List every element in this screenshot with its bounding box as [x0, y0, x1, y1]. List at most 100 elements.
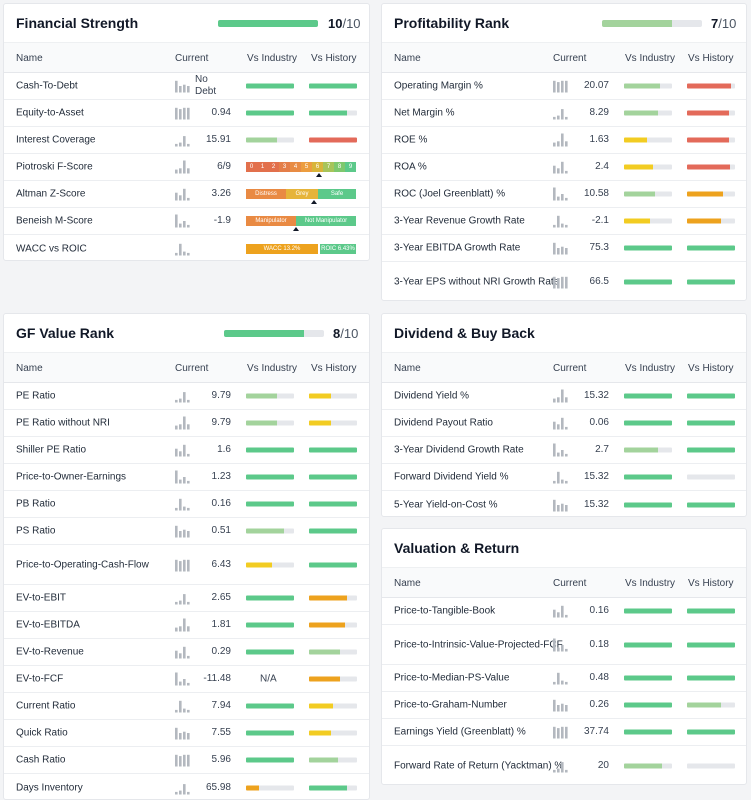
- score-cell: 6: [312, 162, 323, 172]
- metric-name[interactable]: EV-to-FCF: [16, 673, 64, 685]
- metric-name[interactable]: PB Ratio: [16, 498, 56, 510]
- metric-name[interactable]: Cash Ratio: [16, 754, 66, 766]
- sparkline-icon[interactable]: [175, 592, 191, 605]
- sparkline-icon[interactable]: [175, 188, 191, 201]
- metric-name[interactable]: EV-to-EBITDA: [16, 619, 80, 631]
- metric-name[interactable]: EV-to-EBIT: [16, 592, 67, 604]
- card-title[interactable]: GF Value Rank: [16, 325, 115, 341]
- metric-name[interactable]: Net Margin %: [394, 107, 455, 119]
- sparkline-icon[interactable]: [175, 558, 191, 571]
- metric-name[interactable]: ROA %: [394, 161, 427, 173]
- metric-name[interactable]: Forward Dividend Yield %: [394, 471, 509, 483]
- industry-bar: [246, 447, 294, 453]
- metric-name[interactable]: Beneish M-Score: [16, 215, 93, 227]
- metric-name[interactable]: Earnings Yield (Greenblatt) %: [394, 726, 526, 738]
- metric-name[interactable]: ROC (Joel Greenblatt) %: [394, 188, 506, 200]
- sparkline-icon[interactable]: [175, 390, 191, 403]
- sparkline-bar: [557, 424, 560, 430]
- sparkline-icon[interactable]: [553, 699, 569, 712]
- sparkline-icon[interactable]: [175, 700, 191, 713]
- metric-name[interactable]: Quick Ratio: [16, 727, 68, 739]
- industry-na: N/A: [260, 673, 277, 685]
- card-title[interactable]: Dividend & Buy Back: [394, 325, 535, 341]
- metric-name[interactable]: Price-to-Tangible-Book: [394, 605, 496, 617]
- sparkline-icon[interactable]: [175, 618, 191, 632]
- metric-name[interactable]: Price-to-Owner-Earnings: [16, 471, 127, 483]
- metric-name[interactable]: Shiller PE Ratio: [16, 444, 87, 456]
- sparkline-icon[interactable]: [553, 187, 569, 201]
- metric-name[interactable]: 3-Year Revenue Growth Rate: [394, 215, 525, 227]
- sparkline-icon[interactable]: [553, 443, 569, 457]
- metric-name[interactable]: Dividend Yield %: [394, 390, 470, 402]
- metric-name[interactable]: Current Ratio: [16, 700, 76, 712]
- sparkline-icon[interactable]: [175, 444, 191, 457]
- sparkline-icon[interactable]: [175, 525, 191, 538]
- metric-name[interactable]: WACC vs ROIC: [16, 243, 87, 254]
- metric-name[interactable]: Price-to-Intrinsic-Value-Projected-FCF: [394, 639, 563, 650]
- industry-bar-fill: [624, 164, 653, 170]
- sparkline-icon[interactable]: [175, 242, 191, 255]
- sparkline-icon[interactable]: [553, 471, 569, 484]
- sparkline-icon[interactable]: [553, 760, 569, 773]
- sparkline-bar: [183, 107, 186, 120]
- metric-name[interactable]: Equity-to-Asset: [16, 107, 84, 119]
- sparkline-icon[interactable]: [553, 638, 569, 651]
- sparkline-icon[interactable]: [175, 727, 191, 740]
- metric-name[interactable]: ROE %: [394, 134, 428, 146]
- sparkline-icon[interactable]: [553, 498, 569, 511]
- sparkline-icon[interactable]: [175, 672, 191, 686]
- history-bar: [309, 137, 357, 143]
- sparkline-icon[interactable]: [175, 498, 191, 511]
- metric-name[interactable]: Interest Coverage: [16, 134, 96, 146]
- sparkline-icon[interactable]: [553, 215, 569, 228]
- sparkline-icon[interactable]: [175, 107, 191, 120]
- metric-name[interactable]: EV-to-Revenue: [16, 646, 84, 658]
- metric-name[interactable]: Cash-To-Debt: [16, 80, 78, 92]
- metric-name[interactable]: Price-to-Graham-Number: [394, 699, 507, 711]
- metric-name[interactable]: PE Ratio without NRI: [16, 417, 110, 429]
- card-title[interactable]: Financial Strength: [16, 15, 139, 31]
- metric-name[interactable]: Piotroski F-Score: [16, 161, 93, 173]
- sparkline-icon[interactable]: [175, 160, 191, 174]
- metric-name[interactable]: Altman Z-Score: [16, 188, 86, 200]
- metric-name[interactable]: Forward Rate of Return (Yacktman) %: [394, 760, 564, 772]
- sparkline-icon[interactable]: [175, 754, 191, 767]
- sparkline-icon[interactable]: [553, 107, 569, 120]
- metric-name[interactable]: 5-Year Yield-on-Cost %: [394, 499, 498, 510]
- metric-name[interactable]: PE Ratio: [16, 390, 56, 402]
- table-row: 3-Year Dividend Growth Rate 2.7: [382, 437, 746, 464]
- sparkline-icon[interactable]: [175, 214, 191, 228]
- industry-bar: [624, 447, 672, 453]
- sparkline-icon[interactable]: [553, 133, 569, 147]
- sparkline-icon[interactable]: [553, 276, 569, 289]
- sparkline-icon[interactable]: [175, 134, 191, 147]
- metric-name[interactable]: Dividend Payout Ratio: [394, 417, 493, 429]
- metric-name[interactable]: 3-Year Dividend Growth Rate: [394, 444, 524, 456]
- history-bar-fill: [687, 110, 730, 116]
- sparkline-icon[interactable]: [175, 416, 191, 430]
- sparkline-bar: [187, 224, 190, 228]
- sparkline-icon[interactable]: [175, 470, 191, 484]
- metric-name[interactable]: Days Inventory: [16, 782, 83, 793]
- sparkline-icon[interactable]: [553, 242, 569, 255]
- metric-name[interactable]: 3-Year EPS without NRI Growth Rate: [394, 276, 560, 288]
- sparkline-icon[interactable]: [175, 80, 191, 93]
- card-title[interactable]: Profitability Rank: [394, 15, 510, 31]
- metric-name[interactable]: Price-to-Median-PS-Value: [394, 672, 510, 684]
- sparkline-icon[interactable]: [175, 646, 191, 659]
- metric-name[interactable]: PS Ratio: [16, 525, 56, 537]
- sparkline-icon[interactable]: [175, 781, 191, 794]
- sparkline-icon[interactable]: [553, 417, 569, 430]
- sparkline-icon[interactable]: [553, 80, 569, 93]
- sparkline-icon[interactable]: [553, 161, 569, 174]
- sparkline-icon[interactable]: [553, 672, 569, 685]
- sparkline-icon[interactable]: [553, 389, 569, 403]
- sparkline-icon[interactable]: [553, 605, 569, 618]
- metric-name[interactable]: Price-to-Operating-Cash-Flow: [16, 559, 149, 570]
- metric-name[interactable]: Operating Margin %: [394, 80, 483, 92]
- metric-name[interactable]: 3-Year EBITDA Growth Rate: [394, 242, 521, 254]
- industry-bar-fill: [624, 191, 656, 197]
- card-title[interactable]: Valuation & Return: [394, 540, 520, 556]
- sparkline-bar: [175, 672, 178, 686]
- sparkline-icon[interactable]: [553, 726, 569, 739]
